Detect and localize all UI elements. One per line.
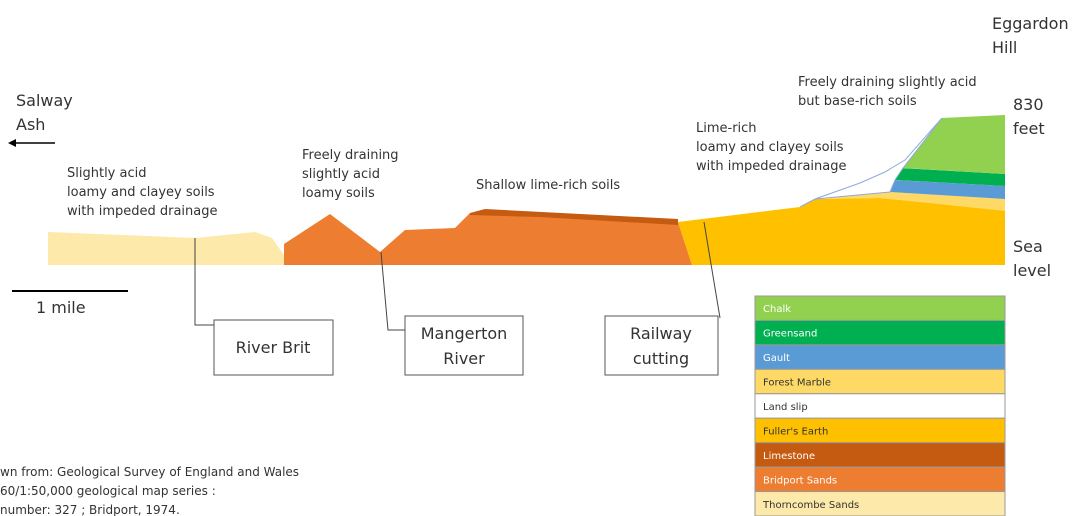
fullers-earth xyxy=(678,198,1005,265)
legend-label: Greensand xyxy=(763,329,817,340)
place-label: level xyxy=(1013,261,1051,280)
legend-swatch xyxy=(755,296,1005,320)
callout-label: Mangerton xyxy=(421,324,508,343)
soil-label: Freely draining xyxy=(302,148,399,163)
legend-label: Chalk xyxy=(763,304,791,315)
soil-label: with impeded drainage xyxy=(67,204,218,219)
legend-label: Fuller's Earth xyxy=(763,426,828,437)
soil-label: Shallow lime-rich soils xyxy=(476,178,620,193)
soil-label: loamy soils xyxy=(302,186,375,201)
arrow-head xyxy=(8,139,16,147)
soil-label: Lime-rich xyxy=(696,121,757,136)
soil-label: Slightly acid xyxy=(67,166,146,181)
place-label: feet xyxy=(1013,119,1045,138)
legend-label: Thorncombe Sands xyxy=(762,500,859,511)
legend-label: Forest Marble xyxy=(763,378,831,389)
soil-label: Freely draining slightly acid xyxy=(798,75,977,90)
soil-label: but base-rich soils xyxy=(798,94,917,109)
source-text: number: 327 ; Bridport, 1974. xyxy=(0,503,180,516)
place-label: Sea xyxy=(1013,237,1043,256)
place-label: Hill xyxy=(992,38,1017,57)
source-text: 60/1:50,000 geological map series : xyxy=(0,484,216,498)
callout-label: River xyxy=(443,349,485,368)
legend-label: Land slip xyxy=(763,402,808,413)
callout-label: River Brit xyxy=(236,338,311,357)
diagram: Chalk Greensand Gault Forest Marble Land sli… xyxy=(0,0,1083,516)
soil-label: slightly acid xyxy=(302,167,380,182)
legend-label: Gault xyxy=(763,353,790,364)
legend-swatch xyxy=(755,345,1005,369)
legend: Chalk Greensand Gault Forest Marble Land sli… xyxy=(755,296,1005,516)
soil-label: loamy and clayey soils xyxy=(67,185,215,200)
place-label: Ash xyxy=(16,115,45,134)
scale-label: 1 mile xyxy=(36,298,86,317)
place-label: Salway xyxy=(16,91,73,110)
place-label: Eggardon xyxy=(992,14,1069,33)
place-label: 830 xyxy=(1013,95,1044,114)
legend-label: Bridport Sands xyxy=(763,475,837,486)
source-text: wn from: Geological Survey of England an… xyxy=(0,465,299,479)
thorncombe-sands xyxy=(48,232,286,265)
callout-label: cutting xyxy=(633,349,689,368)
callout-label: Railway xyxy=(630,324,692,343)
soil-label: loamy and clayey soils xyxy=(696,140,844,155)
legend-label: Limestone xyxy=(763,451,815,462)
soil-label: with impeded drainage xyxy=(696,159,847,174)
